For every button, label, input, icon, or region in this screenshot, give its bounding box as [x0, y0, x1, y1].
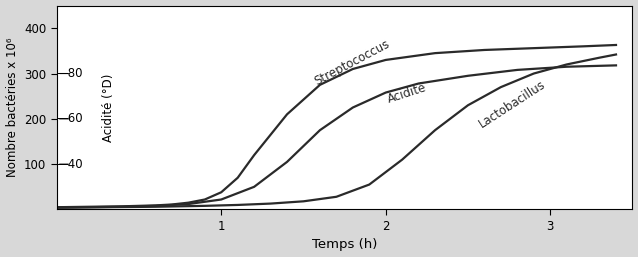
X-axis label: Temps (h): Temps (h)	[312, 238, 377, 251]
Text: —40: —40	[57, 158, 84, 171]
Y-axis label: Nombre bactéries x 10⁶: Nombre bactéries x 10⁶	[6, 38, 19, 177]
Text: Streptococcus: Streptococcus	[312, 38, 392, 88]
Text: —80: —80	[57, 67, 84, 80]
Text: Lactobacillus: Lactobacillus	[476, 77, 548, 130]
Text: —60: —60	[57, 112, 84, 125]
Text: Acidité (°D): Acidité (°D)	[102, 73, 115, 142]
Text: Acidité: Acidité	[386, 81, 428, 106]
